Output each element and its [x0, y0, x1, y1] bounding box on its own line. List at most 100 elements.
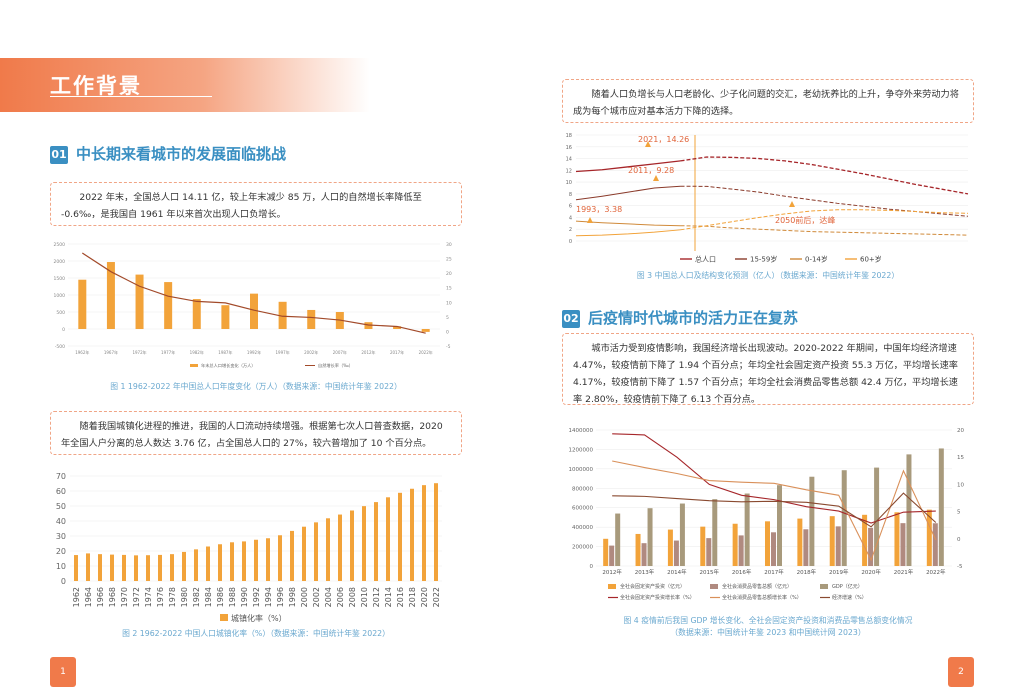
- intro-textbox-3: 随着人口负增长与人口老龄化、少子化问题的交汇，老幼抚养比的上升，争夺外来劳动力将…: [562, 79, 974, 123]
- growth-rate-line: [81, 252, 426, 334]
- series-line-actual: [575, 220, 681, 227]
- x-tick-label: 1986: [216, 587, 225, 607]
- y-tick-label: 2500: [54, 242, 66, 248]
- x-tick-label: 1996: [276, 587, 285, 607]
- y-tick-label: 2: [569, 227, 572, 233]
- bar: [398, 492, 402, 581]
- y-tick-label: 10: [566, 180, 572, 186]
- y-tick-label: 4: [569, 215, 572, 221]
- bar: [609, 545, 615, 566]
- figure4-source: （数据来源：中国统计年鉴 2023 和中国统计网 2023）: [670, 628, 866, 637]
- intro-textbox-2: 随着我国城镇化进程的推进，我国的人口流动持续增强。根据第七次人口普查数据，202…: [50, 411, 462, 455]
- y2-tick-label: 0: [446, 329, 449, 335]
- series-line-forecast: [680, 225, 969, 236]
- annotation-label: 1993，3.38: [576, 205, 622, 214]
- intro-text-1: 2022 年末，全国总人口 14.11 亿，较上年末减少 85 万，人口的自然增…: [61, 192, 422, 220]
- series-line-forecast: [680, 156, 969, 195]
- bar: [835, 526, 841, 566]
- x-tick-label: 2014: [384, 587, 393, 607]
- bar: [874, 467, 880, 566]
- legend-label: GDP（亿元）: [832, 583, 863, 590]
- series-line-actual: [575, 185, 681, 201]
- bar: [362, 506, 366, 581]
- y-tick-label: 18: [566, 133, 572, 139]
- y-tick-label: 800000: [572, 486, 593, 492]
- legend-swatch-bar: [190, 364, 198, 367]
- y-tick-label: 10: [56, 562, 66, 571]
- bar: [926, 509, 932, 566]
- series-line-forecast: [680, 185, 969, 217]
- y-tick-label: 8: [569, 192, 572, 198]
- series-line-actual: [575, 160, 681, 173]
- bar: [732, 523, 738, 566]
- bar: [350, 510, 354, 581]
- bar: [192, 299, 201, 329]
- bar: [765, 521, 770, 566]
- x-tick-label: 1974: [144, 587, 153, 607]
- bar: [230, 542, 234, 581]
- y2-tick-label: 25: [446, 257, 452, 263]
- x-tick-label: 2012: [372, 587, 381, 607]
- bar: [254, 539, 258, 581]
- section1-title: 01 中长期来看城市的发展面临挑战: [50, 143, 286, 164]
- x-tick-label: 2016年: [732, 568, 752, 576]
- bar: [744, 493, 750, 566]
- bar: [894, 512, 900, 566]
- x-tick-label: 1997年: [276, 349, 290, 355]
- bar: [386, 497, 390, 581]
- legend-label: 城镇化率（%）: [231, 613, 287, 623]
- x-tick-label: 1967年: [104, 349, 118, 355]
- bar: [302, 526, 306, 581]
- y-tick-label: 1400000: [569, 428, 594, 434]
- x-tick-label: 1968: [108, 587, 117, 607]
- y-tick-label: 30: [56, 532, 66, 541]
- y-tick-label: 16: [566, 145, 572, 151]
- page-title: 工作背景: [50, 74, 142, 98]
- legend-label: 0-14岁: [805, 255, 828, 264]
- x-tick-label: 1987年: [218, 349, 232, 355]
- y2-tick-label: 30: [446, 242, 452, 248]
- x-tick-label: 1992: [252, 587, 261, 607]
- y2-tick-label: -5: [957, 564, 963, 570]
- intro-textbox-4: 城市活力受到疫情影响，我国经济增长出现波动。2020-2022 年期间，中国年均…: [562, 333, 974, 405]
- y-tick-label: 1000: [54, 293, 66, 299]
- x-tick-label: 2004: [324, 587, 333, 607]
- bar: [410, 488, 414, 581]
- x-tick-label: 2000: [300, 587, 309, 607]
- bar: [393, 326, 402, 329]
- legend-label: 自然增长率（‰）: [318, 362, 353, 369]
- bar: [182, 551, 186, 581]
- x-tick-label: 1962: [72, 587, 81, 607]
- x-tick-label: 1972: [132, 587, 141, 607]
- bar: [797, 518, 803, 566]
- y-tick-label: 2000: [54, 259, 66, 265]
- x-tick-label: 1980: [180, 587, 189, 607]
- bar: [106, 262, 115, 329]
- population-forecast-chart: 18 16 14 12 10 8 6 4 2 0 2021，14.26 2011，9.28 1993，3…: [566, 133, 969, 264]
- title-underline: [50, 96, 212, 97]
- x-tick-label: 2022: [432, 587, 441, 607]
- x-tick-label: 2012年: [361, 349, 375, 355]
- y-tick-label: 40: [56, 517, 66, 526]
- x-tick-label: 2013年: [635, 568, 655, 576]
- legend-swatch: [220, 614, 228, 621]
- y-tick-label: 12: [566, 168, 572, 174]
- bar: [158, 554, 162, 581]
- section1-label: 中长期来看城市的发展面临挑战: [76, 145, 287, 163]
- y2-tick-label: -5: [446, 344, 451, 350]
- economy-chart: 1400000 1200000 1000000 800000 600000 400000 2…: [569, 428, 965, 601]
- y-tick-label: 600000: [572, 506, 593, 512]
- annotation-marker: [645, 141, 651, 147]
- bar: [326, 518, 330, 581]
- legend-label: 60+岁: [860, 255, 882, 264]
- x-tick-label: 2006: [336, 587, 345, 607]
- bar: [434, 483, 438, 581]
- x-tick-label: 1978: [168, 587, 177, 607]
- bar: [307, 309, 316, 329]
- bar: [706, 538, 712, 566]
- bar: [615, 513, 621, 566]
- x-tick-label: 2020: [420, 587, 429, 607]
- x-tick-label: 1994: [264, 587, 273, 607]
- bar: [218, 544, 222, 581]
